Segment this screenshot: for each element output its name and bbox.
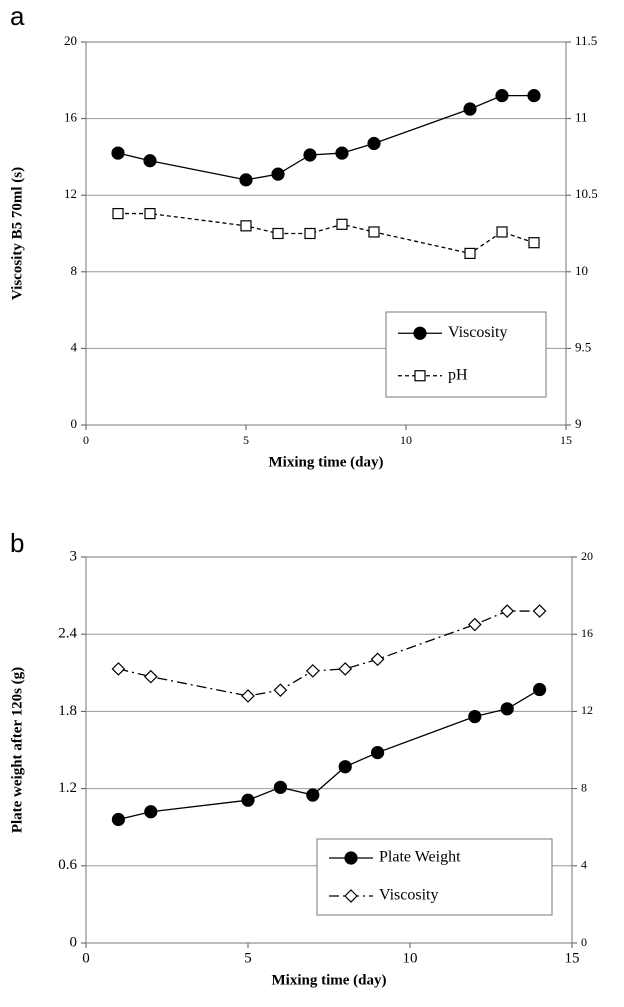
data-point [496, 226, 508, 238]
data-point [144, 805, 158, 819]
y-tick-label: 0 [71, 416, 78, 431]
data-point [371, 745, 385, 760]
y-axis-title: Viscosity B5 70ml (s) [9, 167, 25, 300]
data-point [240, 220, 252, 232]
y2-tick-label: 9 [575, 416, 582, 431]
y2-tick-label: 10 [575, 263, 588, 278]
y2-tick-label: 8 [581, 780, 587, 794]
panel-label: b [10, 528, 24, 558]
x-tick-label: 5 [244, 950, 252, 966]
y-tick-label: 20 [64, 33, 77, 48]
data-point [273, 683, 288, 698]
series-line [117, 94, 534, 181]
data-point [464, 247, 476, 260]
x-tick-label: 5 [243, 433, 249, 447]
legend-marker [344, 889, 358, 903]
legend-box [385, 311, 547, 398]
y2-tick-label: 11 [575, 110, 588, 125]
y-tick-label: 0 [70, 934, 78, 950]
x-axis-title: Mixing time (day) [272, 972, 387, 988]
x-axis-title: Mixing time (day) [269, 454, 384, 470]
data-point [306, 788, 320, 802]
y-tick-label: 3 [70, 548, 78, 564]
data-point [367, 136, 381, 151]
y-axis-title: Plate weight after 120s (g) [9, 667, 25, 833]
data-point [304, 227, 316, 240]
x-tick-label: 0 [82, 950, 90, 966]
data-point [111, 812, 126, 827]
x-tick-label: 10 [400, 433, 412, 447]
data-point [143, 669, 158, 684]
data-point [143, 154, 157, 168]
data-point [271, 167, 285, 181]
data-point [500, 604, 515, 618]
data-point [112, 207, 124, 220]
data-point [527, 89, 541, 103]
y2-tick-label: 20 [581, 549, 593, 563]
legend-label: Viscosity [379, 887, 438, 904]
y2-tick-label: 4 [581, 858, 587, 872]
y2-tick-label: 0 [581, 935, 587, 949]
y-tick-label: 16 [64, 110, 78, 125]
data-point [239, 173, 253, 187]
plot-frame [85, 41, 567, 426]
legend-label: Viscosity [448, 324, 507, 341]
legend-label: Plate Weight [379, 849, 461, 866]
y-tick-label: 1.8 [58, 703, 77, 719]
x-tick-label: 0 [83, 433, 89, 447]
legend-label: pH [448, 366, 468, 383]
data-point [467, 617, 482, 632]
y-tick-label: 4 [71, 339, 78, 354]
data-point [303, 148, 317, 162]
data-point [532, 682, 547, 697]
plot-frame [85, 556, 573, 944]
y-tick-label: 0.6 [58, 857, 77, 873]
data-point [495, 89, 509, 103]
data-point [370, 652, 385, 667]
data-point [468, 709, 482, 724]
series-line [118, 212, 535, 255]
y-tick-label: 12 [64, 186, 77, 201]
legend-marker [414, 370, 426, 382]
x-tick-label: 10 [403, 950, 418, 966]
data-point [338, 662, 353, 676]
legend-marker [413, 326, 427, 340]
data-point [500, 702, 514, 716]
data-point [335, 146, 349, 160]
legend-box [316, 838, 553, 916]
y-tick-label: 8 [71, 263, 78, 278]
y-tick-label: 2.4 [58, 626, 77, 642]
x-tick-label: 15 [560, 433, 572, 447]
panel-label: a [10, 1, 25, 31]
data-point [528, 237, 540, 249]
y2-tick-label: 9.5 [575, 339, 591, 354]
y2-tick-label: 16 [581, 626, 593, 640]
data-point [272, 227, 284, 240]
y-tick-label: 1.2 [58, 780, 77, 796]
series-line [118, 610, 540, 697]
data-point [336, 218, 348, 230]
series-line [118, 688, 540, 821]
x-tick-label: 15 [565, 950, 580, 966]
data-point [111, 146, 125, 160]
data-point [241, 793, 255, 807]
data-point [338, 760, 352, 774]
y2-tick-label: 12 [581, 703, 593, 717]
data-point [111, 662, 126, 676]
data-point [305, 664, 320, 678]
y2-tick-label: 11.5 [575, 33, 597, 48]
data-point [368, 226, 380, 238]
legend-marker [344, 851, 358, 865]
data-point [241, 689, 255, 703]
data-point [273, 780, 287, 794]
data-point [463, 102, 477, 116]
data-point [144, 207, 156, 220]
y2-tick-label: 10.5 [575, 186, 598, 201]
data-point [532, 604, 547, 618]
